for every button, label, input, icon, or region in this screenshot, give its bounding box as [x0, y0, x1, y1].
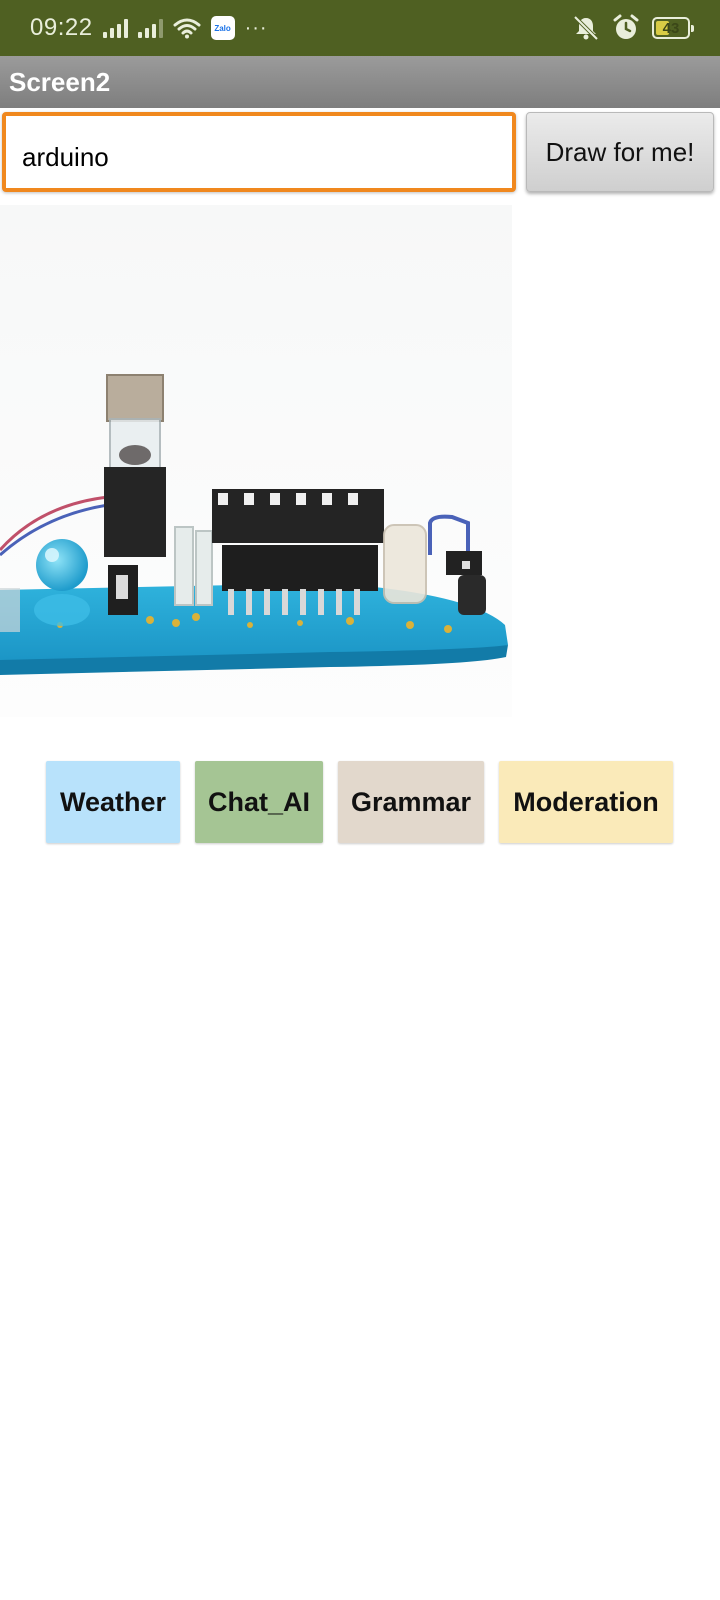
battery-level: 43: [662, 19, 680, 37]
grammar-button[interactable]: Grammar: [338, 761, 484, 843]
battery-fill: [656, 21, 669, 35]
generated-image: [0, 205, 512, 717]
weather-button[interactable]: Weather: [46, 761, 180, 843]
prompt-input[interactable]: [2, 112, 516, 192]
draw-button[interactable]: Draw for me!: [526, 112, 714, 192]
chat-ai-button[interactable]: Chat_AI: [195, 761, 323, 843]
wifi-icon: [173, 18, 201, 39]
signal-icon: [102, 18, 128, 38]
signal-icon: [137, 18, 163, 38]
zalo-icon: Zalo: [210, 16, 235, 40]
screen-title: Screen2: [9, 66, 111, 97]
status-bar: 09:22 Zalo ··· 43: [0, 0, 720, 56]
status-time: 09:22: [30, 14, 93, 41]
more-icon: ···: [244, 16, 268, 39]
alarm-icon: [613, 14, 639, 39]
mute-notifications-icon: [573, 15, 599, 41]
moderation-button[interactable]: Moderation: [499, 761, 673, 843]
status-right: 43: [572, 14, 694, 42]
battery-icon: 43: [652, 17, 694, 39]
status-left: 09:22 Zalo ···: [30, 14, 268, 42]
app-title-bar: Screen2: [0, 56, 720, 108]
